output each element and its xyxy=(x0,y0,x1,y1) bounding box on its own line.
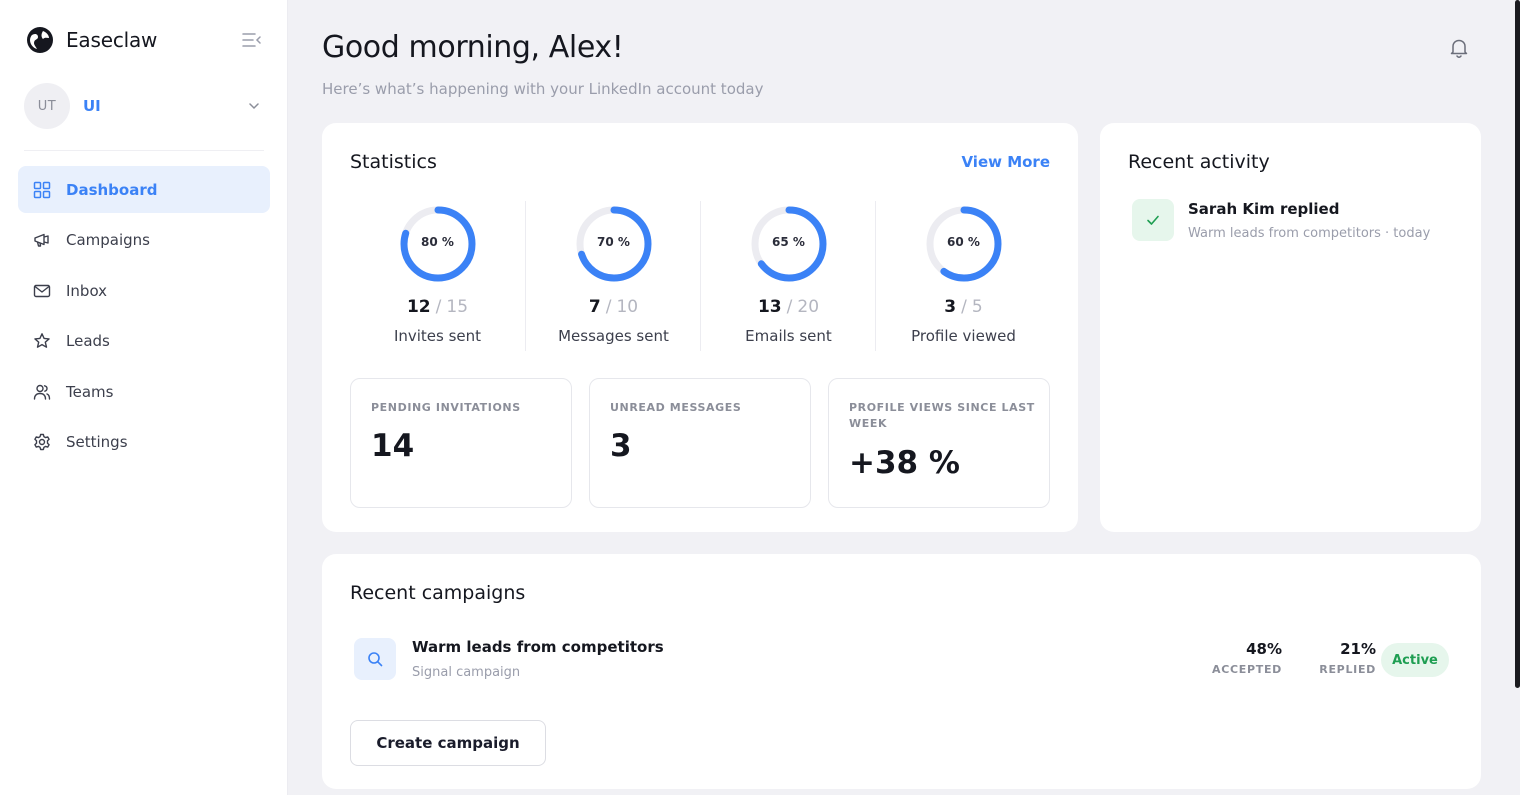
activity-subtitle: Warm leads from competitors · today xyxy=(1188,226,1431,241)
ring-label: Profile viewed xyxy=(911,327,1016,345)
progress-ring xyxy=(576,206,652,282)
account-switcher[interactable]: UT UI xyxy=(24,83,264,129)
sidebar-item-label: Campaigns xyxy=(66,231,151,250)
sidebar: Easeclaw UT UI Dashboard xyxy=(0,0,288,795)
status-badge: Active xyxy=(1381,643,1449,677)
logo-icon xyxy=(27,27,53,53)
ring-emails: 65 % 13/20 Emails sent xyxy=(700,201,875,351)
accepted-metric: 48% ACCEPTED xyxy=(1202,640,1282,676)
mini-card-value: 3 xyxy=(610,428,632,464)
sidebar-item-campaigns[interactable]: Campaigns xyxy=(18,217,270,264)
ring-label: Messages sent xyxy=(558,327,669,345)
brand-name: Easeclaw xyxy=(66,28,158,52)
search-icon xyxy=(354,638,396,680)
ring-count: 12/15 xyxy=(406,297,469,317)
ring-percent: 65 % xyxy=(772,235,805,249)
dashboard-icon xyxy=(33,181,51,198)
view-more-link[interactable]: View More xyxy=(961,153,1050,171)
ring-profile: 60 % 3/5 Profile viewed xyxy=(875,201,1050,351)
recent-activity-card: Recent activity Sarah Kim replied Warm l… xyxy=(1100,123,1481,532)
sidebar-item-settings[interactable]: Settings xyxy=(18,419,270,466)
sidebar-item-leads[interactable]: Leads xyxy=(18,318,270,365)
metric-value: 21% xyxy=(1340,640,1376,658)
mini-card-label: PENDING INVITATIONS xyxy=(371,401,521,414)
ring-percent: 80 % xyxy=(421,235,454,249)
mini-card-value: 14 xyxy=(371,428,415,464)
statistics-title: Statistics xyxy=(350,151,437,173)
sidebar-divider xyxy=(24,150,264,151)
ring-label: Invites sent xyxy=(393,327,482,345)
chevron-down-icon xyxy=(249,103,259,110)
page-subtitle: Here’s what’s happening with your Linked… xyxy=(322,80,764,98)
progress-ring xyxy=(926,206,1002,282)
mini-card-label: UNREAD MESSAGES xyxy=(610,401,742,414)
star-icon xyxy=(34,333,50,349)
mini-card-label: PROFILE VIEWS SINCE LAST WEEK xyxy=(849,401,1035,430)
sidebar-item-label: Teams xyxy=(66,382,114,401)
account-name: UI xyxy=(83,97,101,115)
ring-label: Emails sent xyxy=(745,327,832,345)
ring-count: 3/5 xyxy=(944,297,983,317)
sidebar-nav: Dashboard Campaigns Inbox Leads xyxy=(18,166,270,470)
profile-views-card: PROFILE VIEWS SINCE LAST WEEK +38 % xyxy=(828,378,1050,508)
brand[interactable]: Easeclaw xyxy=(26,26,157,54)
metric-value: 48% xyxy=(1246,640,1282,658)
statistics-card: Statistics View More 80 % 12/15 Invites … xyxy=(322,123,1078,532)
sidebar-item-inbox[interactable]: Inbox xyxy=(18,267,270,314)
sidebar-item-label: Inbox xyxy=(66,281,108,300)
metric-label: REPLIED xyxy=(1319,663,1376,676)
recent-campaigns-card: Recent campaigns Warm leads from competi… xyxy=(322,554,1481,789)
scrollbar-thumb[interactable] xyxy=(1515,0,1520,688)
collapse-sidebar-icon[interactable] xyxy=(240,30,262,50)
campaign-type: Signal campaign xyxy=(412,665,521,680)
progress-ring xyxy=(400,206,476,282)
campaign-row[interactable]: Warm leads from competitors Signal campa… xyxy=(354,636,1450,686)
activity-title: Sarah Kim replied xyxy=(1188,200,1340,218)
activity-item[interactable]: Sarah Kim replied Warm leads from compet… xyxy=(1132,199,1452,243)
sidebar-item-teams[interactable]: Teams xyxy=(18,368,270,415)
create-campaign-button[interactable]: Create campaign xyxy=(350,720,546,766)
progress-ring xyxy=(751,206,827,282)
ring-invites: 80 % 12/15 Invites sent xyxy=(350,201,525,351)
sidebar-item-dashboard[interactable]: Dashboard xyxy=(18,166,270,213)
replied-metric: 21% REPLIED xyxy=(1296,640,1376,676)
ring-count: 13/20 xyxy=(757,297,820,317)
gear-icon xyxy=(34,434,50,451)
recent-activity-title: Recent activity xyxy=(1128,151,1270,173)
users-icon xyxy=(33,384,51,400)
mini-card-value: +38 % xyxy=(849,445,960,481)
megaphone-icon xyxy=(34,233,49,247)
recent-campaigns-title: Recent campaigns xyxy=(350,582,526,604)
mail-icon xyxy=(33,284,51,297)
ring-percent: 60 % xyxy=(947,235,980,249)
progress-rings: 80 % 12/15 Invites sent 70 % 7/10 Messag… xyxy=(350,201,1050,351)
ring-percent: 70 % xyxy=(597,235,630,249)
ring-messages: 70 % 7/10 Messages sent xyxy=(525,201,700,351)
sidebar-item-label: Leads xyxy=(66,332,110,351)
sidebar-item-label: Settings xyxy=(66,433,128,452)
page-title: Good morning, Alex! xyxy=(322,30,624,65)
pending-invitations-card: PENDING INVITATIONS 14 xyxy=(350,378,572,508)
ring-count: 7/10 xyxy=(588,297,639,317)
unread-messages-card: UNREAD MESSAGES 3 xyxy=(589,378,811,508)
avatar: UT xyxy=(24,83,70,129)
campaign-name[interactable]: Warm leads from competitors xyxy=(412,638,664,656)
bell-icon[interactable] xyxy=(1448,37,1470,59)
sidebar-item-label: Dashboard xyxy=(66,180,158,199)
metric-label: ACCEPTED xyxy=(1212,663,1282,676)
summary-cards: PENDING INVITATIONS 14 UNREAD MESSAGES 3… xyxy=(350,378,1050,508)
check-icon xyxy=(1132,199,1174,241)
